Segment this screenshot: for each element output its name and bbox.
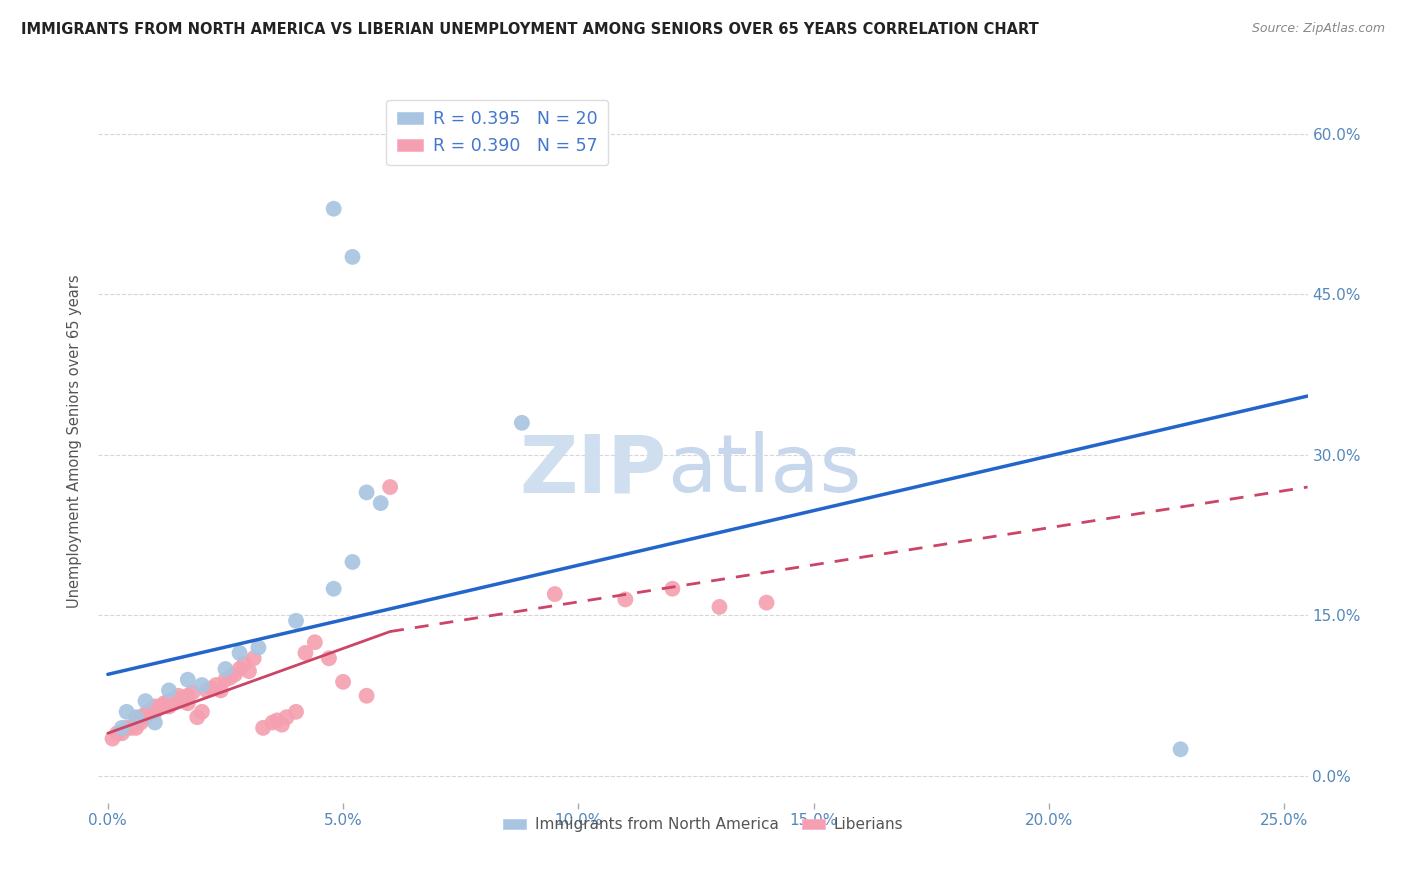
Point xyxy=(510,416,533,430)
Point xyxy=(228,662,250,676)
Point xyxy=(191,678,214,692)
Point xyxy=(661,582,683,596)
Point xyxy=(205,678,228,692)
Point xyxy=(342,555,364,569)
Point xyxy=(262,715,284,730)
Point xyxy=(125,715,148,730)
Point xyxy=(285,614,308,628)
Point xyxy=(120,721,142,735)
Point xyxy=(177,696,200,710)
Point xyxy=(247,640,270,655)
Point xyxy=(378,480,401,494)
Point xyxy=(139,703,162,717)
Point xyxy=(238,664,260,678)
Point xyxy=(224,667,246,681)
Point xyxy=(332,674,354,689)
Point xyxy=(167,692,190,706)
Point xyxy=(755,596,778,610)
Point xyxy=(709,599,731,614)
Point xyxy=(252,721,274,735)
Point xyxy=(322,202,344,216)
Point xyxy=(143,715,166,730)
Point xyxy=(181,685,204,699)
Point xyxy=(134,706,156,721)
Point xyxy=(342,250,364,264)
Point xyxy=(129,710,152,724)
Point xyxy=(101,731,124,746)
Point xyxy=(153,696,176,710)
Point xyxy=(370,496,392,510)
Point xyxy=(294,646,316,660)
Point xyxy=(544,587,567,601)
Point xyxy=(209,683,232,698)
Point xyxy=(129,715,152,730)
Text: IMMIGRANTS FROM NORTH AMERICA VS LIBERIAN UNEMPLOYMENT AMONG SENIORS OVER 65 YEA: IMMIGRANTS FROM NORTH AMERICA VS LIBERIA… xyxy=(21,22,1039,37)
Point xyxy=(271,717,294,731)
Point xyxy=(318,651,340,665)
Point xyxy=(143,699,166,714)
Point xyxy=(139,705,162,719)
Point xyxy=(149,699,172,714)
Point xyxy=(219,671,242,685)
Point xyxy=(195,683,218,698)
Point xyxy=(125,710,148,724)
Point xyxy=(266,714,288,728)
Point xyxy=(304,635,326,649)
Point xyxy=(105,726,128,740)
Point xyxy=(134,710,156,724)
Point xyxy=(115,705,138,719)
Point xyxy=(111,721,134,735)
Point xyxy=(322,582,344,596)
Point xyxy=(115,721,138,735)
Point xyxy=(233,657,256,671)
Point xyxy=(242,651,264,665)
Point xyxy=(163,692,186,706)
Legend: Immigrants from North America, Liberians: Immigrants from North America, Liberians xyxy=(496,812,910,838)
Text: Source: ZipAtlas.com: Source: ZipAtlas.com xyxy=(1251,22,1385,36)
Point xyxy=(191,705,214,719)
Point xyxy=(167,689,190,703)
Point xyxy=(285,705,308,719)
Point xyxy=(276,710,298,724)
Point xyxy=(163,696,186,710)
Y-axis label: Unemployment Among Seniors over 65 years: Unemployment Among Seniors over 65 years xyxy=(67,275,83,608)
Point xyxy=(356,485,378,500)
Point xyxy=(214,662,236,676)
Point xyxy=(143,705,166,719)
Point xyxy=(125,721,148,735)
Point xyxy=(111,726,134,740)
Text: ZIP: ZIP xyxy=(519,432,666,509)
Point xyxy=(177,673,200,687)
Point xyxy=(228,646,250,660)
Point xyxy=(614,592,637,607)
Point xyxy=(186,710,208,724)
Point xyxy=(200,681,222,696)
Point xyxy=(157,694,180,708)
Point xyxy=(356,689,378,703)
Text: atlas: atlas xyxy=(666,432,860,509)
Point xyxy=(177,689,200,703)
Point xyxy=(172,694,194,708)
Point xyxy=(134,694,156,708)
Point xyxy=(157,699,180,714)
Point xyxy=(1170,742,1192,756)
Point xyxy=(157,683,180,698)
Point xyxy=(214,673,236,687)
